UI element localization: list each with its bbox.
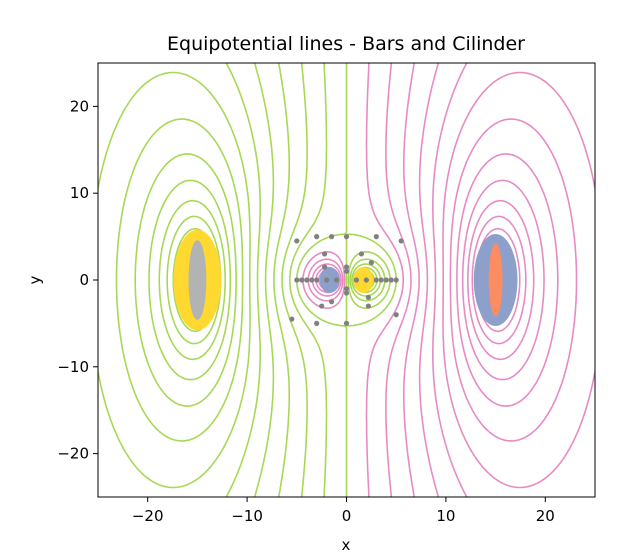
bar-inner-right <box>488 243 503 317</box>
contour-line <box>289 63 391 497</box>
contour-line <box>115 118 371 442</box>
plot-area <box>98 63 595 497</box>
contour-line <box>311 63 420 497</box>
contour-line <box>322 118 578 442</box>
cylinder-point <box>363 277 369 283</box>
contour-line <box>148 179 369 381</box>
cylinder-point <box>343 268 350 274</box>
cylinder-point <box>398 238 404 244</box>
cylinder-point <box>314 234 320 240</box>
x-tick-label: −20 <box>132 507 164 525</box>
cylinder-point <box>353 277 360 283</box>
y-axis-label: y <box>26 275 44 284</box>
y-tick-label: 0 <box>79 271 89 289</box>
contour-line <box>134 153 370 407</box>
contour-line <box>158 199 368 361</box>
contour-line <box>324 179 545 381</box>
cylinder-point <box>393 277 399 283</box>
cylinder-point <box>333 277 340 283</box>
x-tick-label: 20 <box>536 507 555 525</box>
cylinder-point <box>368 260 374 266</box>
cylinder-point <box>299 277 305 283</box>
cylinder-point <box>388 277 394 283</box>
contour-line <box>325 199 535 361</box>
cylinder-point <box>319 303 325 309</box>
cylinder-point <box>365 294 371 300</box>
cylinder-point <box>294 238 300 244</box>
bar-inner-left <box>188 240 207 320</box>
cylinder-point <box>343 320 350 326</box>
chart-title: Equipotential lines - Bars and Cilinder <box>167 33 525 55</box>
cylinder-point <box>322 251 328 257</box>
contour-line <box>281 63 386 497</box>
cylinder-point <box>373 277 379 283</box>
cylinder-point <box>314 320 320 326</box>
cylinder-point <box>294 277 300 283</box>
cylinder-point <box>309 277 315 283</box>
x-tick-label: 0 <box>342 507 352 525</box>
y-tick-label: −10 <box>57 358 89 376</box>
cylinder-point <box>324 277 330 283</box>
cylinder-point <box>343 264 350 270</box>
cylinder-point <box>358 251 365 257</box>
contour-line <box>323 153 559 407</box>
contour-line <box>98 71 373 489</box>
cylinder-point <box>343 234 350 240</box>
cylinder-point <box>378 277 384 283</box>
cylinder-point <box>289 316 295 322</box>
cylinder-point <box>365 303 371 309</box>
cylinder-point <box>328 234 335 240</box>
cylinder-core-left <box>319 266 340 294</box>
contour-line <box>326 215 527 345</box>
cylinder-point <box>393 312 399 318</box>
x-axis-label: x <box>342 536 351 554</box>
y-tick-label: 10 <box>70 184 89 202</box>
contour-line <box>320 71 595 489</box>
y-tick-label: −20 <box>57 445 89 463</box>
axis-ticks: −20 −10 0 10 20 −20 −10 0 10 20 <box>57 97 555 525</box>
x-tick-label: −10 <box>231 507 263 525</box>
contour-line <box>307 63 412 497</box>
cylinder-point <box>304 277 310 283</box>
cylinder-point <box>383 277 389 283</box>
x-tick-label: 10 <box>436 507 455 525</box>
cylinder-point <box>343 290 350 296</box>
cylinder-point <box>373 234 379 240</box>
cylinder-core-right <box>353 266 374 294</box>
cylinder-point <box>314 277 320 283</box>
y-tick-label: 20 <box>70 97 89 115</box>
cylinder-point <box>322 264 328 270</box>
cylinder-point <box>343 286 350 292</box>
cylinder-point <box>328 299 335 305</box>
